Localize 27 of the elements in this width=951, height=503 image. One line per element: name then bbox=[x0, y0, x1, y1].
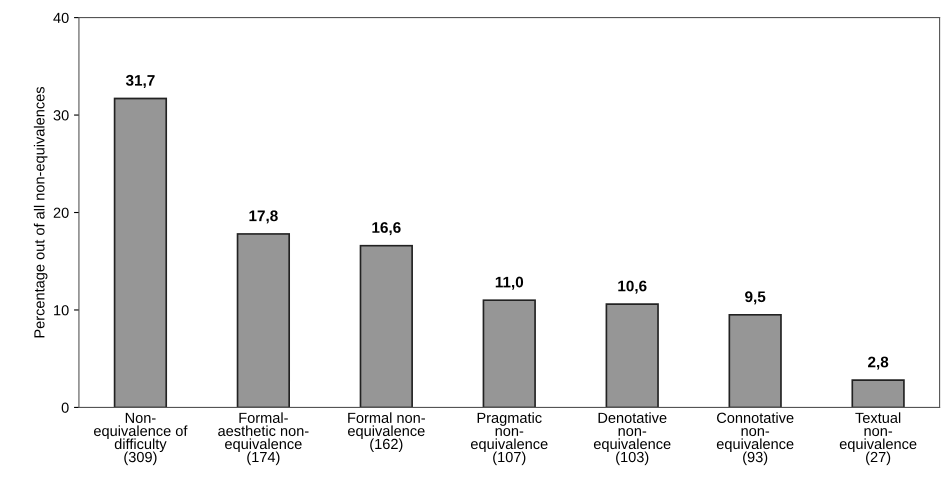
x-tick-label: Formal non- equivalence (162) bbox=[348, 412, 425, 452]
y-tick-label: 0 bbox=[62, 402, 69, 413]
y-tick-label: 20 bbox=[54, 208, 69, 218]
bar bbox=[482, 299, 536, 408]
y-tick-label: 40 bbox=[53, 12, 69, 24]
bar bbox=[728, 314, 782, 408]
y-tick-label: 30 bbox=[54, 110, 69, 120]
bar bbox=[236, 233, 290, 408]
x-tick-label: Connotative non- equivalence (93) bbox=[716, 412, 794, 466]
data-label: 9,5 bbox=[745, 291, 766, 304]
y-axis-title: Percentage out of all non-equivalences bbox=[34, 86, 48, 338]
data-label: 11,0 bbox=[496, 276, 524, 290]
data-label: 17,8 bbox=[249, 210, 278, 224]
x-tick-label: Denotative non- equivalence (103) bbox=[594, 412, 670, 466]
x-tick-label: Pragmatic non- equivalence (107) bbox=[470, 412, 548, 466]
data-label: 10,6 bbox=[618, 280, 647, 294]
bar bbox=[114, 98, 168, 408]
data-label: 16,6 bbox=[372, 222, 401, 236]
y-tick-label: 10 bbox=[54, 305, 69, 316]
x-tick-label: Formal- aesthetic non- equivalence (174) bbox=[218, 412, 309, 466]
bar bbox=[606, 303, 659, 408]
bar bbox=[360, 244, 413, 408]
bar bbox=[851, 379, 905, 408]
x-tick-label: Textual non- equivalence (27) bbox=[840, 412, 916, 466]
x-tick-label: Non- equivalence of difficulty (309) bbox=[94, 412, 188, 466]
data-label: 2,8 bbox=[868, 356, 888, 370]
data-label: 31,7 bbox=[126, 74, 155, 88]
